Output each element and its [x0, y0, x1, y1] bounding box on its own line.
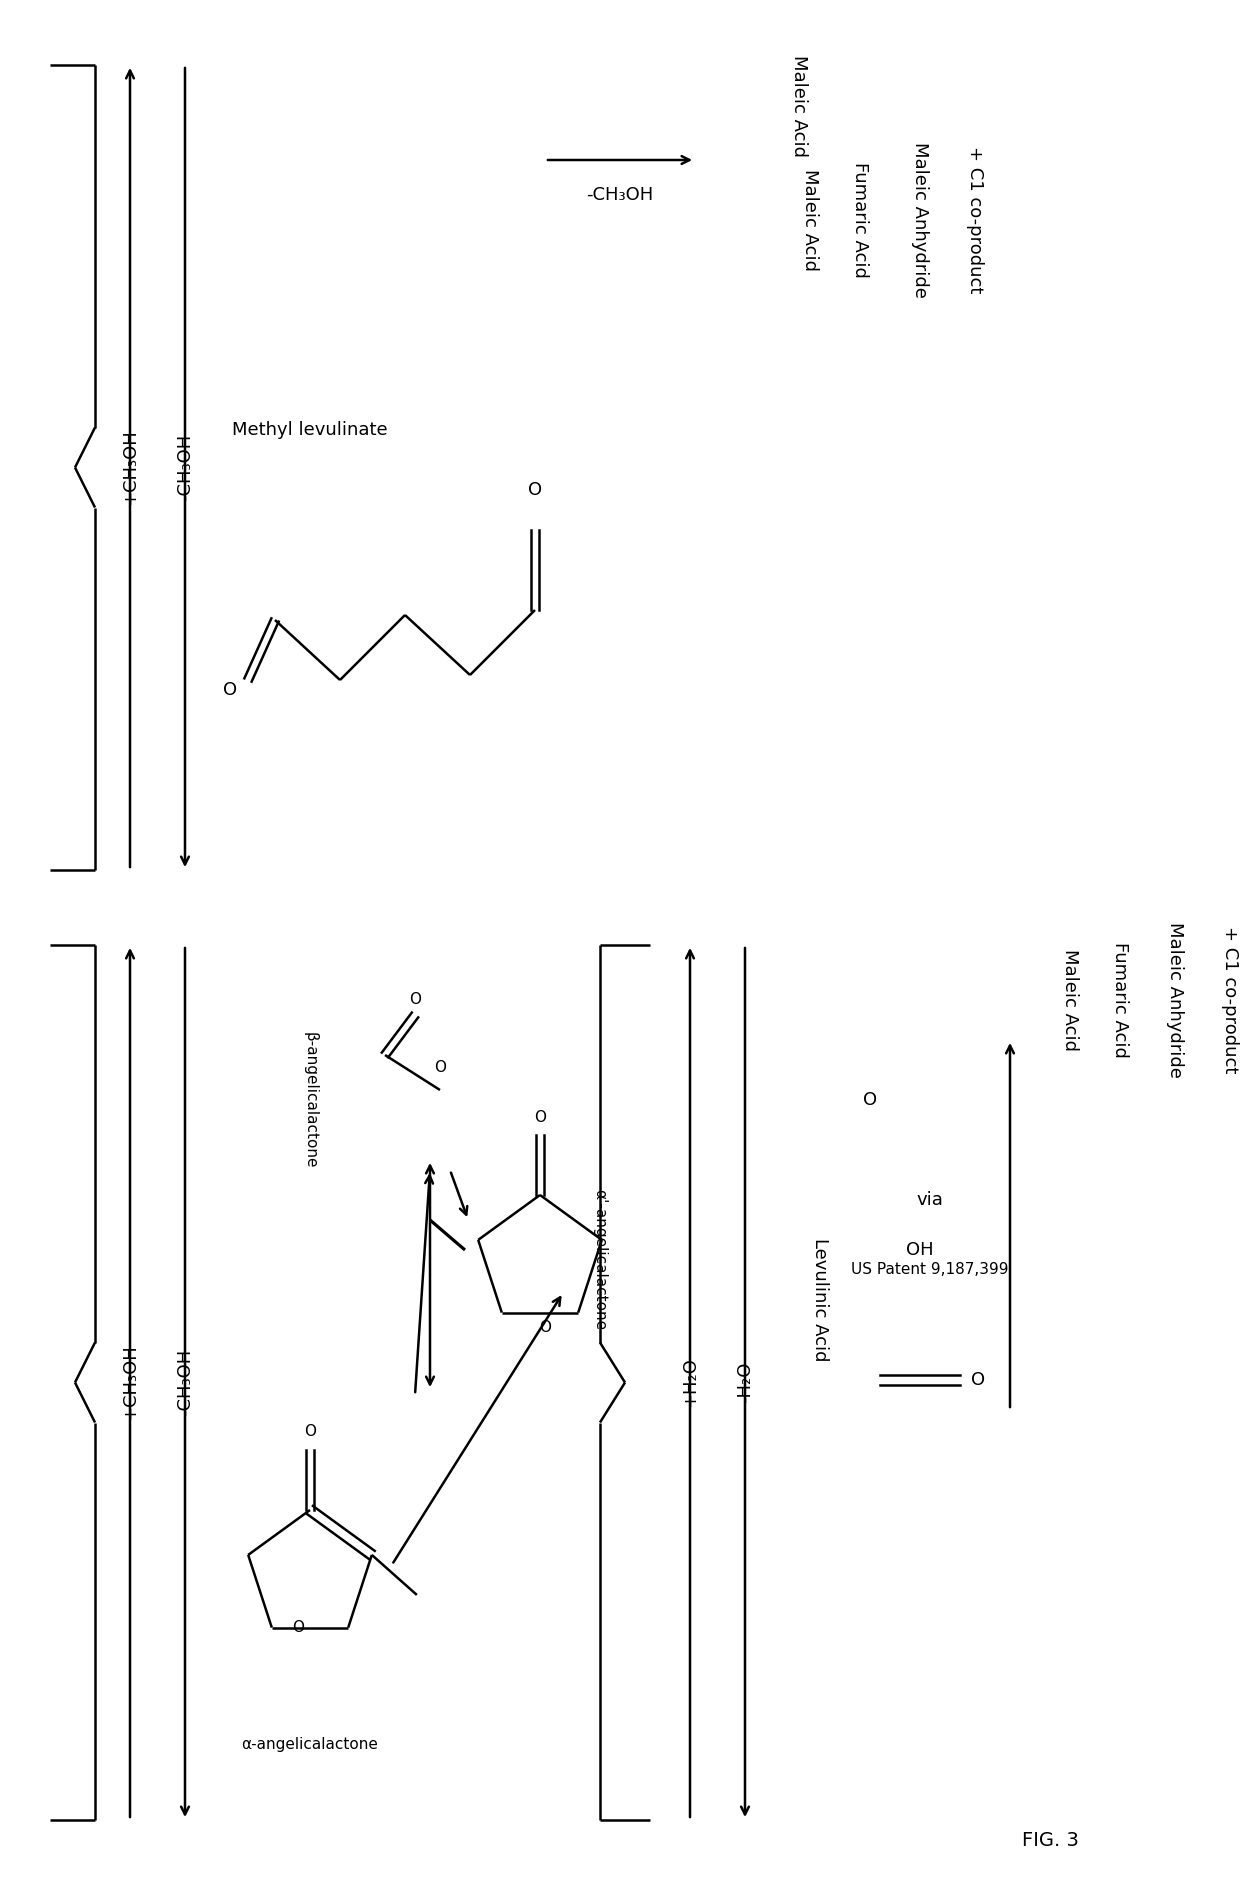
Text: Fumaric Acid: Fumaric Acid [1111, 942, 1128, 1057]
Text: O: O [409, 993, 422, 1008]
Text: -CH₃OH: -CH₃OH [176, 433, 193, 501]
Text: + C1 co-product: + C1 co-product [966, 146, 985, 293]
Text: Maleic Acid: Maleic Acid [790, 55, 808, 157]
Text: +H₂O: +H₂O [681, 1358, 699, 1407]
Text: α'-angelicalactone: α'-angelicalactone [593, 1189, 608, 1331]
Text: +CH₃OH: +CH₃OH [122, 429, 139, 505]
Text: Maleic Anhydride: Maleic Anhydride [1166, 923, 1184, 1078]
Text: O: O [223, 681, 237, 700]
Text: O: O [534, 1110, 546, 1125]
Text: α-angelicalactone: α-angelicalactone [242, 1738, 378, 1753]
Text: + C1 co-product: + C1 co-product [1221, 927, 1239, 1074]
Text: OH: OH [906, 1240, 934, 1259]
Text: via: via [916, 1191, 944, 1208]
Text: β-angelicalactone: β-angelicalactone [303, 1032, 317, 1169]
Text: O: O [539, 1320, 551, 1335]
Text: -CH₃OH: -CH₃OH [176, 1348, 193, 1416]
Text: O: O [971, 1371, 985, 1390]
Text: Methyl levulinate: Methyl levulinate [232, 422, 388, 439]
Text: US Patent 9,187,399: US Patent 9,187,399 [851, 1263, 1009, 1278]
Text: O: O [291, 1621, 304, 1636]
Text: O: O [304, 1424, 316, 1439]
Text: Maleic Acid: Maleic Acid [1061, 949, 1079, 1051]
Text: Maleic Acid: Maleic Acid [801, 168, 818, 270]
Text: -CH₃OH: -CH₃OH [587, 185, 653, 204]
Text: +CH₃OH: +CH₃OH [122, 1345, 139, 1420]
Text: O: O [863, 1091, 877, 1108]
Text: Maleic Anhydride: Maleic Anhydride [911, 142, 929, 299]
Text: Fumaric Acid: Fumaric Acid [851, 163, 869, 278]
Text: O: O [528, 480, 542, 499]
Text: O: O [434, 1061, 446, 1076]
Text: Levulinic Acid: Levulinic Acid [811, 1239, 830, 1362]
Text: -H₂O: -H₂O [737, 1362, 754, 1403]
Text: FIG. 3: FIG. 3 [1022, 1830, 1079, 1849]
